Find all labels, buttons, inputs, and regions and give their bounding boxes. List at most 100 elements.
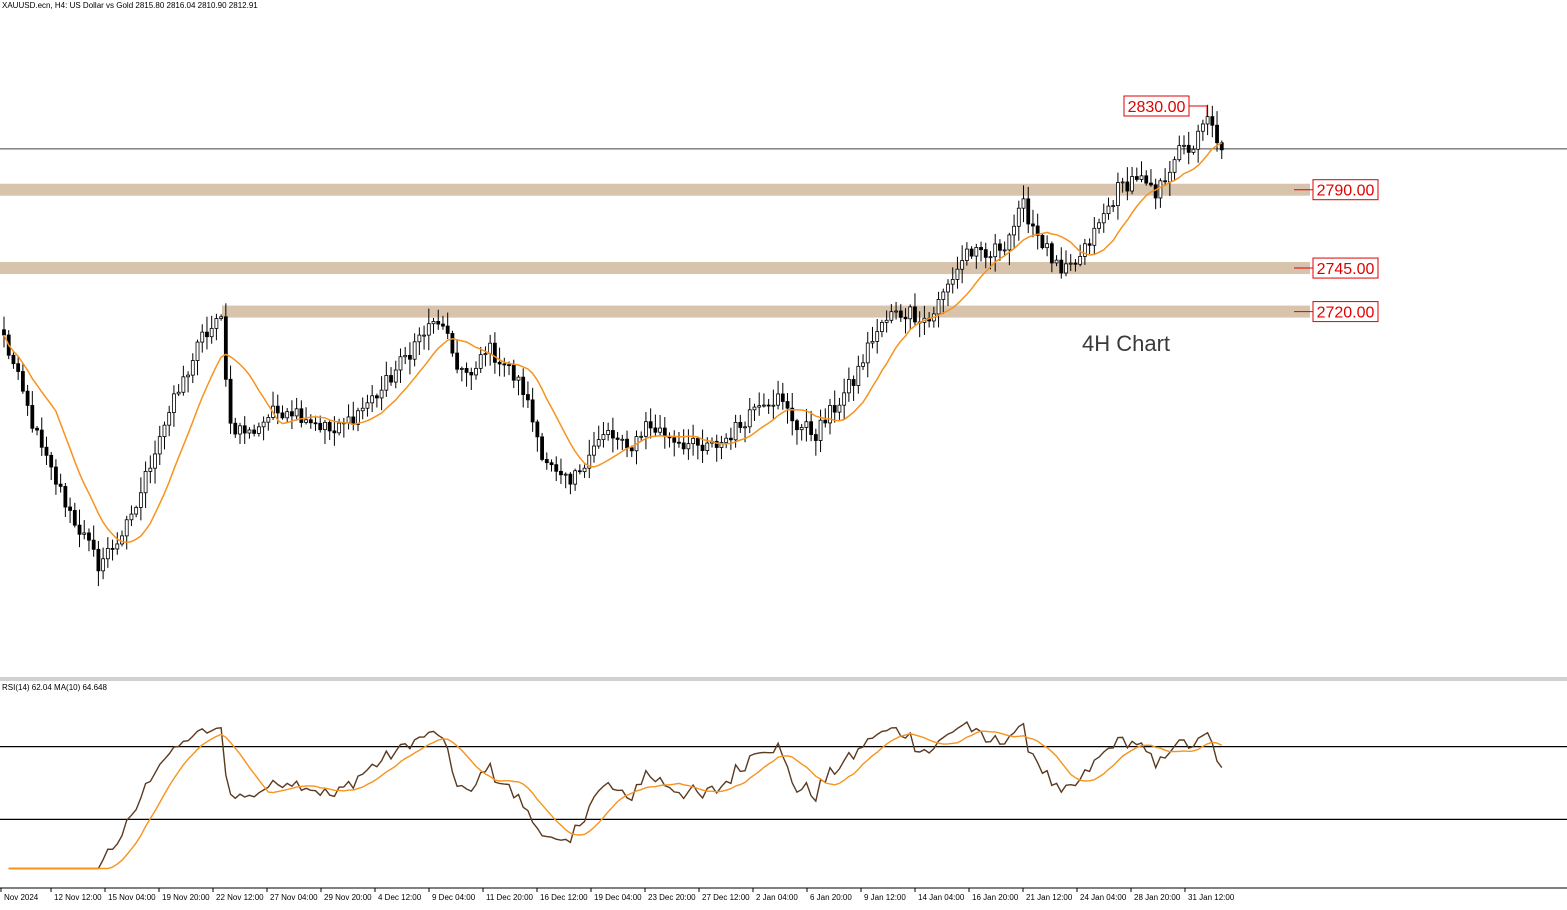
candle-body	[1163, 180, 1168, 183]
candle-body	[337, 422, 342, 434]
candle-body	[44, 446, 49, 456]
candle	[478, 346, 483, 373]
candle-body	[186, 374, 190, 378]
candle-body	[1144, 175, 1149, 184]
candle-body	[1068, 262, 1073, 265]
candle	[205, 316, 209, 350]
candle	[596, 425, 601, 449]
candle-body	[464, 368, 469, 373]
candle	[568, 472, 573, 495]
candle	[719, 435, 724, 460]
candle	[724, 433, 729, 449]
candle	[851, 375, 856, 401]
candle-body	[809, 421, 814, 435]
candle	[686, 429, 691, 460]
candle	[993, 233, 998, 272]
candle	[110, 539, 115, 561]
candle-body	[1191, 148, 1196, 153]
candle-body	[577, 470, 582, 473]
candle	[323, 420, 327, 444]
candle-body	[1054, 259, 1059, 264]
candle-body	[223, 316, 228, 380]
candle-body	[54, 466, 58, 485]
candle-body	[964, 248, 969, 261]
candle	[563, 472, 568, 489]
candle	[77, 509, 82, 548]
candle-body	[1106, 205, 1111, 215]
candle-body	[1016, 207, 1021, 227]
candle-body	[752, 406, 757, 411]
candle-body	[563, 473, 568, 476]
candle-body	[190, 360, 195, 376]
candle-body	[1215, 124, 1219, 144]
candle	[403, 346, 408, 365]
candle	[582, 464, 587, 478]
candle	[658, 415, 662, 436]
candle-body	[1149, 182, 1153, 186]
candle-body	[790, 407, 795, 422]
candle	[813, 428, 818, 456]
candle-body	[356, 410, 360, 425]
candle-body	[568, 473, 573, 485]
candle	[96, 541, 101, 587]
candle-body	[865, 342, 870, 364]
candle	[884, 310, 889, 333]
candle-body	[1153, 184, 1158, 199]
candle-body	[936, 299, 941, 315]
candle-body	[346, 416, 351, 424]
candle	[271, 391, 275, 420]
candle	[374, 393, 379, 408]
candle-body	[195, 341, 200, 361]
candle-body	[705, 442, 710, 451]
candle-body	[393, 369, 398, 383]
candle	[1054, 255, 1059, 267]
candle	[49, 451, 54, 481]
candle-body	[275, 405, 280, 414]
candle-body	[1167, 171, 1172, 183]
candle	[474, 361, 478, 380]
candle	[1200, 119, 1205, 141]
candle	[1049, 241, 1054, 273]
candle	[1040, 233, 1045, 250]
candle	[1016, 200, 1021, 241]
candle-body	[762, 404, 766, 407]
candle	[610, 417, 615, 453]
candle	[941, 288, 946, 315]
candle	[370, 385, 375, 413]
candle-body	[941, 291, 946, 300]
candle-body	[1012, 225, 1016, 236]
time-tick-label: 16 Jan 20:00	[972, 893, 1019, 902]
candle-body	[1172, 159, 1177, 173]
time-tick-label: Nov 2024	[4, 893, 39, 902]
candle	[880, 319, 884, 338]
candle	[577, 464, 582, 475]
candle	[762, 393, 766, 408]
candle	[1205, 104, 1210, 136]
candle	[157, 425, 162, 466]
candle	[1106, 197, 1111, 220]
candle-body	[511, 364, 516, 381]
candle-body	[483, 353, 488, 356]
candle-body	[181, 376, 186, 393]
candle-body	[87, 532, 91, 541]
candle	[200, 324, 205, 353]
time-tick-label: 12 Nov 12:00	[54, 893, 102, 902]
candle	[134, 505, 139, 518]
candle-body	[1182, 144, 1186, 147]
candle-body	[1026, 198, 1031, 225]
candle-body	[728, 437, 733, 441]
candle	[950, 267, 955, 294]
candle	[1210, 105, 1215, 138]
candle-body	[96, 548, 101, 572]
candle-body	[58, 483, 63, 487]
candle	[790, 392, 795, 436]
candle-body	[554, 464, 559, 472]
candle	[280, 405, 285, 420]
candle-body	[950, 279, 955, 285]
candle	[11, 352, 16, 369]
candle-body	[861, 362, 865, 367]
candle-body	[832, 405, 837, 413]
candle	[54, 459, 58, 495]
candle-body	[120, 535, 124, 545]
